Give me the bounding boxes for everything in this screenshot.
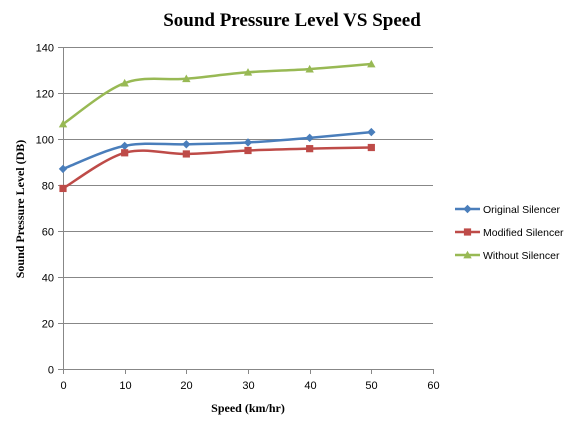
- y-tick-label: 140: [36, 43, 54, 55]
- series-1: [59, 143, 375, 193]
- y-tick-label: 40: [42, 273, 54, 285]
- data-point: [120, 141, 129, 151]
- data-point: [305, 133, 314, 143]
- y-axis-label: Sound Pressure Level (DB): [13, 140, 27, 279]
- y-tick-label: 20: [42, 319, 54, 331]
- x-tick-label: 60: [427, 380, 439, 392]
- data-point: [121, 149, 129, 157]
- y-tick-label: 120: [36, 89, 54, 101]
- series-line: [62, 62, 372, 126]
- series-line: [62, 146, 372, 190]
- data-point: [305, 64, 314, 73]
- series-layer: [58, 59, 376, 193]
- legend-marker: [463, 250, 472, 259]
- legend-marker: [463, 228, 472, 236]
- legend-item-0: Original Silencer: [455, 204, 561, 216]
- x-tick-label: 20: [180, 380, 192, 392]
- data-point: [243, 138, 253, 147]
- data-point: [182, 150, 190, 158]
- x-tick-label: 10: [119, 380, 131, 392]
- legend-label: Original Silencer: [483, 204, 561, 216]
- data-point: [244, 146, 252, 155]
- legend-marker: [463, 204, 472, 214]
- legend: Original Silencer Modified Silencer Withou…: [455, 204, 564, 262]
- legend-item-1: Modified Silencer: [455, 227, 564, 239]
- x-axis-label: Speed (km/hr): [211, 401, 285, 415]
- y-tick-label: 80: [42, 181, 54, 193]
- x-tick-label: 40: [304, 380, 316, 392]
- data-point: [120, 78, 129, 87]
- series-0: [58, 127, 376, 174]
- data-point: [59, 184, 67, 193]
- series-line: [62, 130, 372, 171]
- axes-layer: 0 20 40 60 80 100 120 140 0 10 20 30 40 50 60: [36, 43, 440, 393]
- legend-label: Modified Silencer: [483, 227, 564, 239]
- data-point: [367, 143, 375, 152]
- data-point: [182, 140, 191, 149]
- data-point: [367, 59, 376, 68]
- data-point: [182, 74, 191, 83]
- y-tick-label: 100: [36, 135, 54, 147]
- data-point: [367, 127, 376, 137]
- grid-layer: [63, 47, 433, 324]
- data-point: [243, 68, 253, 76]
- series-2: [58, 59, 376, 128]
- data-point: [58, 119, 68, 128]
- data-point: [306, 145, 314, 153]
- data-point: [58, 164, 68, 174]
- x-tick-label: 50: [365, 380, 377, 392]
- chart-title: Sound Pressure Level VS Speed: [163, 10, 421, 31]
- y-tick-label: 0: [48, 365, 54, 377]
- x-tick-label: 30: [242, 380, 254, 392]
- legend-label: Without Silencer: [483, 250, 560, 262]
- y-tick-label: 60: [42, 227, 54, 239]
- legend-item-2: Without Silencer: [455, 250, 560, 262]
- x-tick-label: 0: [60, 380, 66, 392]
